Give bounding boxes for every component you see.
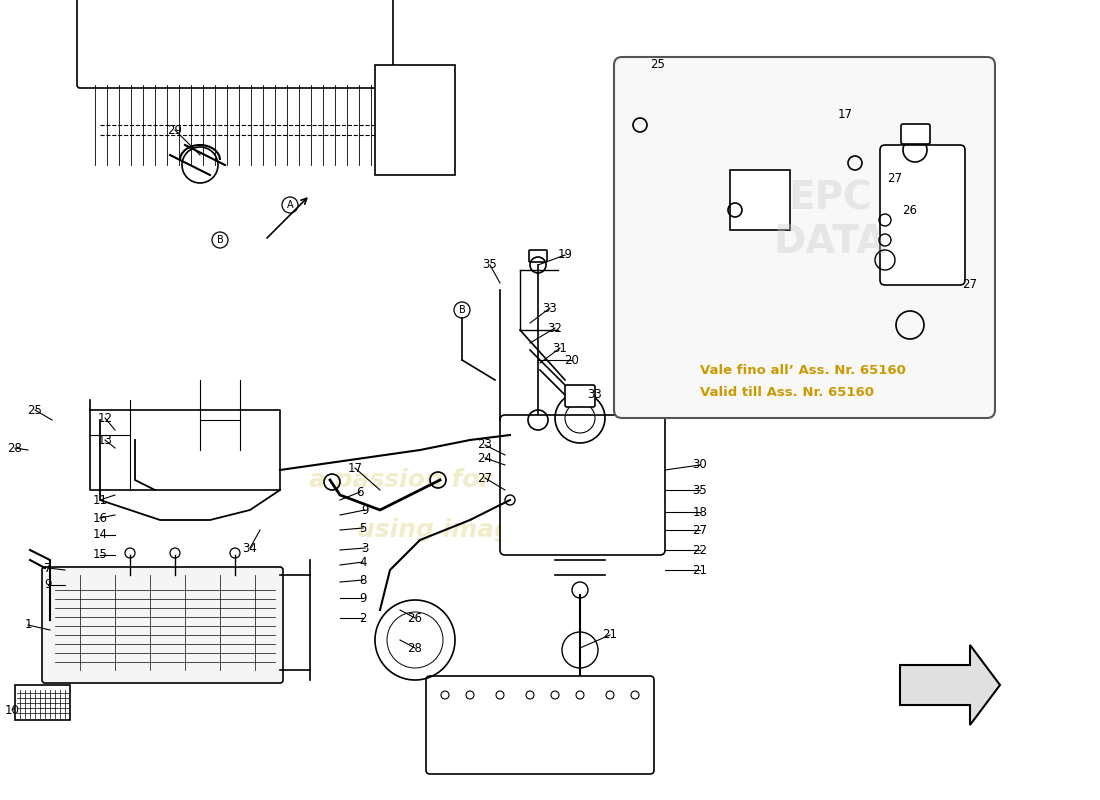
FancyBboxPatch shape — [614, 57, 996, 418]
Text: 3: 3 — [361, 542, 368, 554]
FancyBboxPatch shape — [529, 250, 547, 262]
Text: 18: 18 — [693, 506, 707, 518]
Text: 21: 21 — [603, 629, 617, 642]
Polygon shape — [900, 645, 1000, 725]
Text: 35: 35 — [693, 483, 707, 497]
Text: 33: 33 — [587, 389, 603, 402]
Text: 27: 27 — [693, 523, 707, 537]
Text: 19: 19 — [558, 249, 572, 262]
Text: B: B — [217, 235, 223, 245]
Text: 5: 5 — [360, 522, 366, 534]
Text: 8: 8 — [360, 574, 366, 586]
Text: 33: 33 — [542, 302, 558, 314]
Text: 20: 20 — [564, 354, 580, 366]
Bar — [375, 65, 455, 175]
Text: 32: 32 — [548, 322, 562, 334]
FancyBboxPatch shape — [77, 0, 393, 88]
Text: 15: 15 — [92, 549, 108, 562]
Text: 26: 26 — [902, 203, 917, 217]
Text: 34: 34 — [243, 542, 257, 554]
Text: 24: 24 — [477, 451, 493, 465]
FancyBboxPatch shape — [426, 676, 654, 774]
Text: 22: 22 — [693, 543, 707, 557]
Text: 10: 10 — [4, 703, 20, 717]
Text: 31: 31 — [552, 342, 568, 354]
Text: 14: 14 — [92, 529, 108, 542]
Text: 9: 9 — [44, 578, 52, 591]
Text: 9: 9 — [361, 503, 368, 517]
Text: 35: 35 — [483, 258, 497, 271]
Text: 23: 23 — [477, 438, 493, 451]
Text: using images: using images — [356, 518, 543, 542]
Text: 30: 30 — [693, 458, 707, 471]
Text: 4: 4 — [360, 555, 366, 569]
Text: 11: 11 — [92, 494, 108, 506]
Text: 29: 29 — [167, 123, 183, 137]
FancyBboxPatch shape — [42, 567, 283, 683]
Text: 27: 27 — [477, 471, 493, 485]
Text: 18: 18 — [978, 143, 992, 157]
Text: EPC
DATA: EPC DATA — [773, 179, 887, 261]
Text: A: A — [287, 200, 294, 210]
Text: 27: 27 — [888, 171, 902, 185]
Text: 16: 16 — [92, 511, 108, 525]
Text: 26: 26 — [407, 611, 422, 625]
Text: 2: 2 — [360, 611, 366, 625]
Text: 12: 12 — [98, 411, 112, 425]
Text: 25: 25 — [28, 403, 43, 417]
Text: a passion for: a passion for — [309, 468, 492, 492]
Text: 7: 7 — [44, 562, 52, 574]
Text: 13: 13 — [98, 434, 112, 446]
Bar — [730, 170, 790, 230]
Text: Valid till Ass. Nr. 65160: Valid till Ass. Nr. 65160 — [700, 386, 874, 398]
Text: 9: 9 — [360, 591, 366, 605]
FancyBboxPatch shape — [512, 422, 648, 548]
Text: B: B — [459, 305, 465, 315]
Text: 17: 17 — [348, 462, 363, 474]
Text: 28: 28 — [408, 642, 422, 654]
FancyBboxPatch shape — [565, 385, 595, 407]
FancyBboxPatch shape — [500, 415, 666, 555]
Text: 27: 27 — [962, 278, 978, 291]
Text: 1: 1 — [24, 618, 32, 631]
Bar — [15, 685, 70, 720]
Text: 25: 25 — [650, 58, 666, 71]
FancyBboxPatch shape — [880, 145, 965, 285]
Text: 28: 28 — [8, 442, 22, 454]
Text: 6: 6 — [356, 486, 364, 498]
Text: Vale fino all’ Ass. Nr. 65160: Vale fino all’ Ass. Nr. 65160 — [700, 363, 906, 377]
Text: 17: 17 — [837, 109, 852, 122]
FancyBboxPatch shape — [901, 124, 930, 144]
Text: 21: 21 — [693, 563, 707, 577]
